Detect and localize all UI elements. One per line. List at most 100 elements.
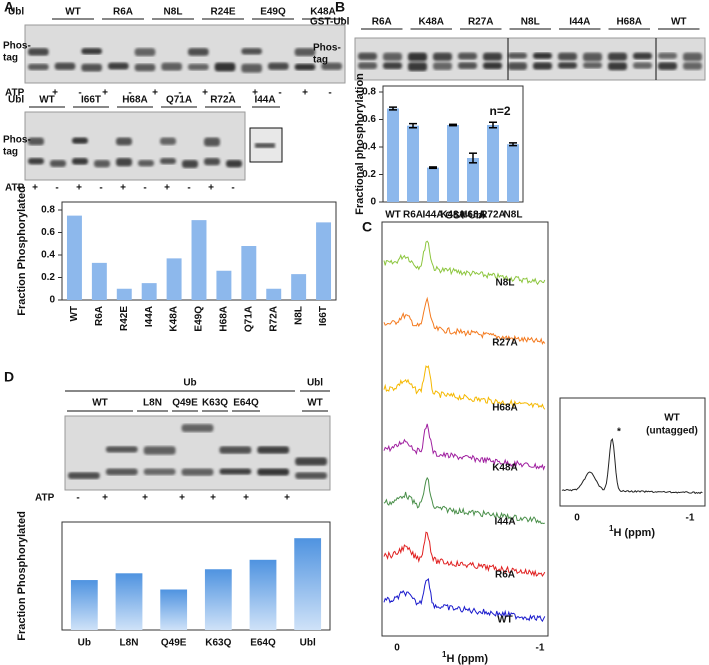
label: R24E [210,7,235,18]
x-tick-label: I66T [318,306,329,326]
label: Q71A [166,95,192,106]
gel-band [408,52,427,62]
label: I66T [81,95,101,106]
y-axis-label: Fractional phosphorylation [354,73,366,215]
label: + [102,88,108,99]
label: Phos- [3,41,31,52]
gel-band [295,472,327,480]
label: I44A [494,517,515,528]
bar [70,580,98,630]
gel-band [633,52,652,60]
nmr-trace [383,577,546,623]
x-tick-label: R6A [94,306,105,326]
label: Ub [183,378,196,389]
label: WT [664,413,680,424]
bar [216,270,232,300]
label: - [328,88,331,99]
bar [241,246,257,300]
label: ATP [5,183,25,194]
label: R27A [492,338,518,349]
label: K48A [310,7,336,18]
x-tick-label: WT [69,306,80,322]
label: - [55,183,58,194]
gel-band [533,62,552,70]
label: R6A [495,570,515,581]
y-tick-label: 0.2 [362,169,376,180]
label: K48A [492,463,518,474]
bar [249,559,277,630]
label: N8L [496,278,515,289]
label: + [152,88,158,99]
label: B [335,0,345,15]
label: A [4,0,14,15]
gel-band [204,157,220,166]
annotation: n=2 [489,104,510,118]
label: L8N [143,398,162,409]
label: E64Q [233,398,259,409]
bar [447,125,459,202]
gel-band [358,52,377,60]
gel-band [408,62,427,72]
gel-band [558,52,577,61]
bar [387,108,399,202]
label: + [208,183,214,194]
label: I44A [569,17,590,28]
gel-band [143,446,176,455]
bar [316,222,332,300]
label: - [78,88,81,99]
gel-band [116,137,132,146]
label: tag [3,53,18,64]
y-tick-label: 0.2 [41,272,55,283]
y-tick-label: 0 [370,197,376,208]
label: - [128,88,131,99]
label: + [76,183,82,194]
label: -1 [536,643,545,654]
x-tick-label: Q71A [243,306,254,332]
x-axis-label-text: H (ppm) [446,653,488,665]
label: - [231,183,234,194]
x-tick-label: Ubl [300,638,316,649]
label: K48A [418,17,444,28]
gel-band [68,472,100,480]
gel-band [533,52,552,59]
label: H68A [122,95,148,106]
bar [66,215,82,300]
gel [354,37,706,81]
gel-band [483,62,502,70]
gel-band [583,62,602,69]
gel-band [226,160,242,168]
superscript: 1 [442,650,447,659]
nmr-trace [383,423,546,471]
label: N8L [164,7,183,18]
gel-band [182,160,198,169]
nmr-trace [383,531,546,578]
label: Q49E [172,398,198,409]
gel-band [508,62,527,71]
gel-band [105,468,138,476]
label: R6A [113,7,133,18]
gel-band [28,63,49,71]
x-tick-label: N8L [293,306,304,325]
label: GST-Ubl [310,17,350,28]
gel-band [94,160,110,168]
gel-band [161,62,182,71]
gel-band [294,48,316,57]
label: tag [313,55,328,66]
label: - [76,493,79,504]
label: Phos- [3,135,31,146]
x-tick-label: H68A [219,306,230,332]
y-tick-label: 0.8 [41,205,55,216]
x-tick-label: WT [385,210,401,221]
gel-band [508,52,527,59]
gel-band [81,63,102,72]
gel-band [558,62,577,69]
inset-frame [559,397,706,507]
label: Ubl [307,378,323,389]
label: + [32,183,38,194]
gel-band [214,62,236,72]
gel-band [483,52,502,61]
gel-band [241,48,262,55]
gel-band [683,52,702,62]
label: H68A [492,403,518,414]
